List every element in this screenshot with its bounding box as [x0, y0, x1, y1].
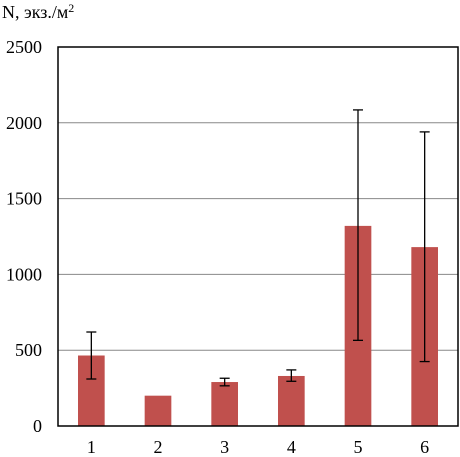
y-tick-labels: 0 500 1000 1500 2000 2500: [6, 37, 42, 436]
y-tick-label: 0: [33, 416, 42, 436]
error-bars: [86, 109, 430, 387]
y-tick-label: 2000: [6, 113, 42, 133]
y-tick-label: 1500: [6, 189, 42, 209]
x-tick-label: 3: [220, 437, 229, 457]
x-tick-label: 2: [154, 437, 163, 457]
bar: [144, 395, 172, 426]
y-tick-label: 500: [15, 340, 42, 360]
bar: [278, 375, 305, 426]
bar: [211, 382, 238, 426]
gridlines: [58, 122, 458, 351]
plot-frame: [57, 46, 459, 427]
x-tick-labels: 1 2 3 4 5 6: [87, 437, 429, 457]
y-tick-label: 1000: [6, 264, 42, 284]
x-tick-label: 5: [354, 437, 363, 457]
y-axis-label: N, экз./м2: [2, 1, 74, 22]
x-tick-label: 4: [287, 437, 296, 457]
y-tick-label: 2500: [6, 37, 42, 57]
bars: [78, 225, 438, 426]
x-tick-label: 1: [87, 437, 96, 457]
x-tick-label: 6: [420, 437, 429, 457]
